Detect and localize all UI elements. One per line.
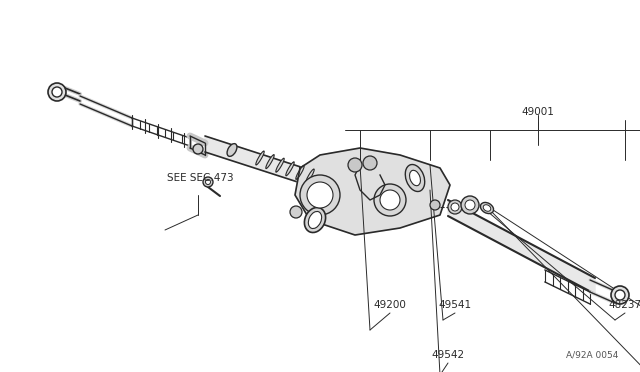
Circle shape (52, 87, 62, 97)
Circle shape (615, 290, 625, 300)
Text: 49542: 49542 (431, 350, 465, 360)
Circle shape (348, 158, 362, 172)
Ellipse shape (266, 155, 274, 169)
Circle shape (205, 180, 211, 185)
Ellipse shape (286, 162, 294, 176)
Circle shape (48, 83, 66, 101)
Circle shape (611, 286, 629, 304)
Ellipse shape (296, 166, 304, 179)
Circle shape (193, 144, 203, 154)
Text: A/92A 0054: A/92A 0054 (566, 351, 618, 360)
Circle shape (300, 175, 340, 215)
Polygon shape (448, 200, 595, 294)
Ellipse shape (483, 205, 491, 211)
Ellipse shape (306, 169, 314, 183)
Circle shape (380, 190, 400, 210)
Text: 49200: 49200 (374, 300, 406, 310)
Ellipse shape (276, 158, 284, 172)
Text: 49231M: 49231M (639, 350, 640, 360)
Ellipse shape (256, 151, 264, 165)
Text: 48237: 48237 (609, 300, 640, 310)
Circle shape (363, 156, 377, 170)
Circle shape (290, 206, 302, 218)
Ellipse shape (308, 211, 322, 228)
Circle shape (465, 200, 475, 210)
Ellipse shape (227, 144, 237, 156)
Text: 49541: 49541 (438, 300, 472, 310)
Circle shape (307, 182, 333, 208)
Text: 49001: 49001 (522, 107, 554, 117)
Ellipse shape (481, 202, 493, 214)
Ellipse shape (305, 208, 326, 232)
Circle shape (451, 203, 459, 211)
Polygon shape (295, 148, 450, 235)
Circle shape (374, 184, 406, 216)
Circle shape (448, 200, 462, 214)
Circle shape (430, 200, 440, 210)
Circle shape (203, 177, 213, 187)
Polygon shape (205, 136, 310, 186)
Ellipse shape (410, 170, 420, 186)
Text: SEE SEC.473: SEE SEC.473 (166, 173, 234, 183)
Circle shape (461, 196, 479, 214)
Ellipse shape (405, 164, 425, 192)
